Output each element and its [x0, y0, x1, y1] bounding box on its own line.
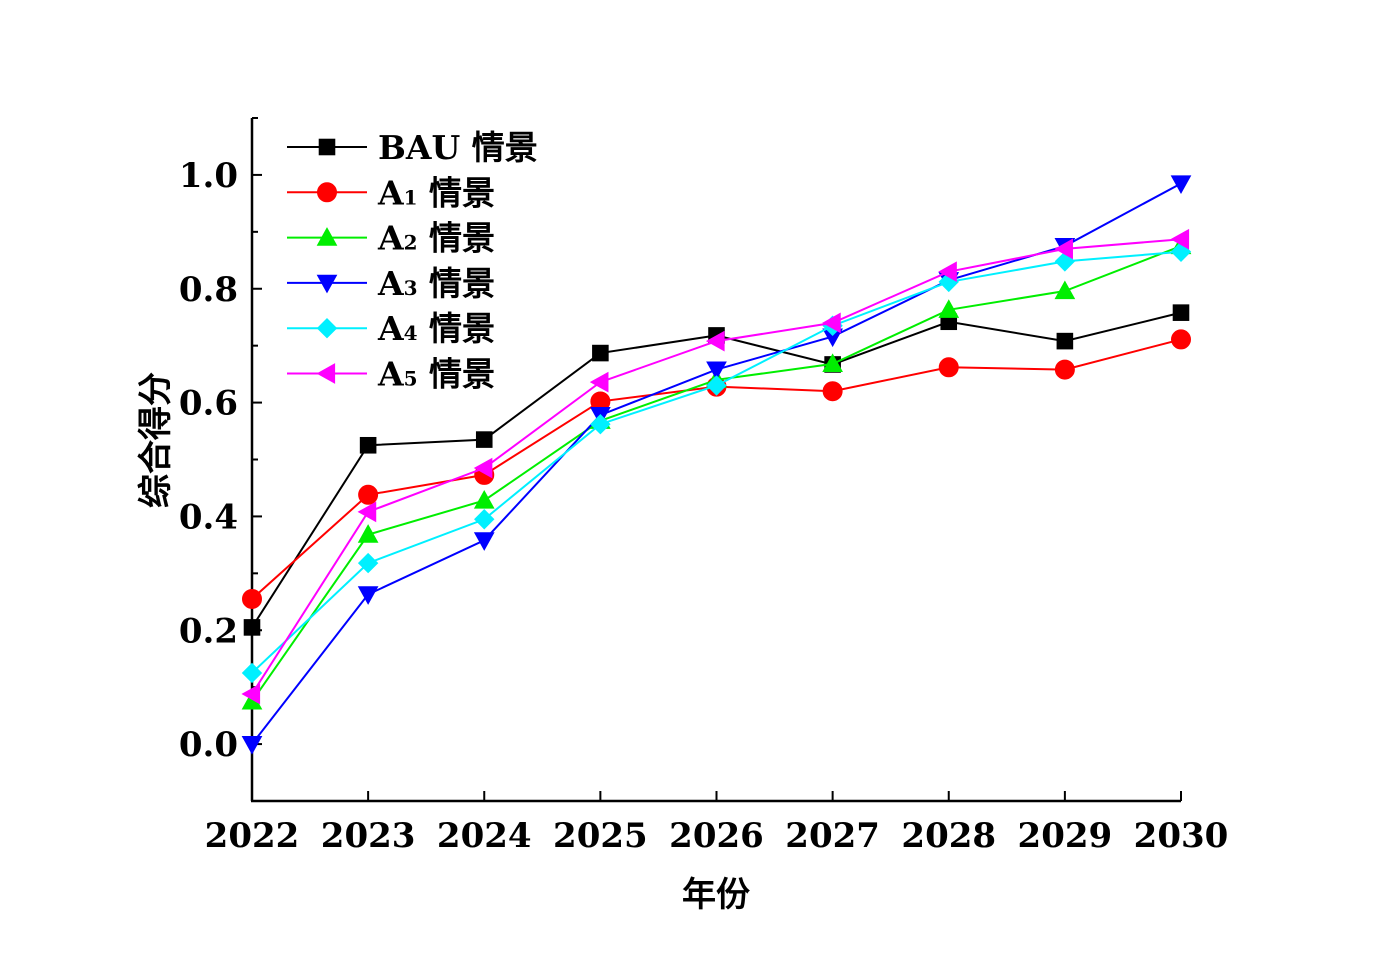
data-point [822, 312, 841, 334]
y-tick-label: 0.0 [179, 725, 238, 765]
data-point [706, 375, 727, 396]
x-tick-label: 2029 [1018, 816, 1113, 856]
data-point [241, 735, 263, 755]
legend-item: A2 情景 [287, 219, 495, 258]
data-point [589, 371, 609, 393]
legend-marker [316, 227, 338, 246]
data-point [1170, 228, 1190, 250]
data-point [474, 509, 495, 530]
data-point [473, 457, 493, 479]
data-point [473, 489, 495, 509]
y-tick-label: 1.0 [179, 156, 238, 196]
data-point [822, 381, 843, 402]
y-tick-label: 0.8 [179, 270, 238, 310]
legend-label: A5 情景 [377, 355, 495, 394]
data-point [1054, 359, 1075, 380]
legend-label: A4 情景 [377, 309, 495, 348]
data-point [706, 361, 727, 381]
legend-item: BAU 情景 [287, 128, 538, 167]
axes: 0.0 0.2 0.4 0.6 0.8 1.0 2022 2023 2024 2025 2026 20… [179, 117, 1229, 856]
x-tick-label: 2025 [553, 816, 648, 856]
legend-item: A3 情景 [287, 264, 495, 303]
x-tick-label: 2028 [901, 816, 996, 856]
data-point [822, 353, 843, 372]
x-tick-label: 2030 [1134, 816, 1229, 856]
legend-marker [316, 363, 336, 384]
series-layer [241, 175, 1192, 755]
x-tick-label: 2024 [437, 816, 532, 856]
legend-marker [316, 274, 338, 294]
data-point [1172, 304, 1190, 321]
legend-label: A3 情景 [377, 264, 495, 303]
series-5 [241, 228, 1190, 705]
y-tick-label: 0.2 [179, 611, 238, 651]
data-point [1054, 280, 1076, 300]
series-2 [241, 235, 1192, 710]
data-point [1171, 329, 1191, 350]
data-point [475, 431, 493, 448]
data-point [938, 299, 960, 318]
data-point [938, 261, 957, 283]
data-point [358, 484, 379, 505]
x-tick-label: 2027 [785, 816, 880, 856]
legend-label: A1 情景 [377, 173, 495, 212]
data-point [357, 501, 377, 523]
legend-label: BAU 情景 [378, 128, 538, 167]
data-point [241, 662, 263, 684]
data-point [242, 588, 262, 609]
data-point [1054, 238, 1073, 260]
data-point [357, 552, 379, 574]
data-point [473, 532, 495, 551]
legend-item: A5 情景 [287, 355, 495, 394]
data-point [592, 344, 609, 362]
legend: BAU 情景 A1 情景 A2 情景 A3 情景 A4 情景 A5 情景 [287, 128, 538, 394]
data-point [359, 436, 377, 454]
legend-item: A4 情景 [287, 309, 495, 348]
data-point [1170, 175, 1192, 194]
x-tick-label: 2022 [205, 816, 300, 856]
legend-marker [317, 182, 337, 203]
legend-marker [318, 138, 336, 156]
data-point [241, 683, 261, 705]
data-point [705, 330, 725, 352]
data-point [1056, 332, 1074, 350]
data-point [357, 524, 379, 543]
legend-label: A2 情景 [377, 219, 495, 258]
series-3 [241, 175, 1192, 755]
legend-marker [316, 317, 338, 339]
y-tick-label: 0.6 [179, 384, 238, 424]
legend-item: A1 情景 [287, 173, 495, 212]
data-point [243, 619, 261, 636]
data-point [357, 586, 379, 605]
data-point [590, 414, 611, 435]
y-axis-title: 综合得分 [136, 372, 176, 508]
x-axis-title: 年份 [682, 875, 750, 915]
x-tick-label: 2026 [669, 816, 764, 856]
data-point [938, 357, 959, 378]
series-line [251, 238, 1182, 695]
x-tick-label: 2023 [321, 816, 416, 856]
y-tick-label: 0.4 [179, 497, 238, 537]
